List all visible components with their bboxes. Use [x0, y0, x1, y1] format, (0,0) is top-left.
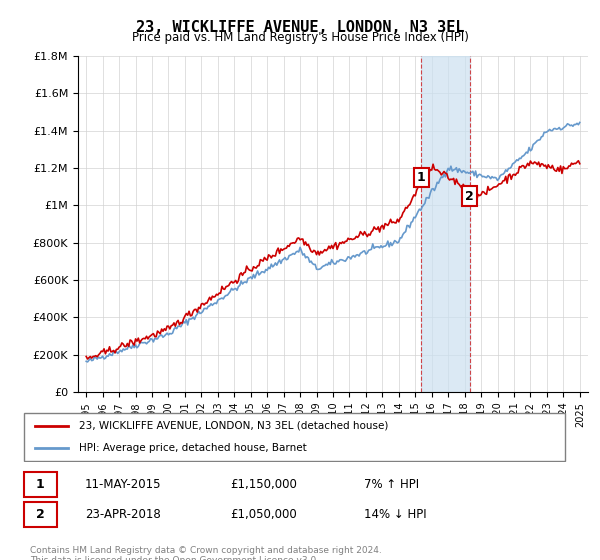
Text: £1,050,000: £1,050,000 — [230, 508, 297, 521]
Text: 2: 2 — [466, 189, 474, 203]
Text: 2: 2 — [36, 508, 44, 521]
FancyBboxPatch shape — [23, 502, 57, 527]
Text: HPI: Average price, detached house, Barnet: HPI: Average price, detached house, Barn… — [79, 443, 307, 453]
Text: 23, WICKLIFFE AVENUE, LONDON, N3 3EL: 23, WICKLIFFE AVENUE, LONDON, N3 3EL — [136, 20, 464, 35]
Text: £1,150,000: £1,150,000 — [230, 478, 297, 491]
Text: 23, WICKLIFFE AVENUE, LONDON, N3 3EL (detached house): 23, WICKLIFFE AVENUE, LONDON, N3 3EL (de… — [79, 421, 389, 431]
Text: Price paid vs. HM Land Registry's House Price Index (HPI): Price paid vs. HM Land Registry's House … — [131, 31, 469, 44]
Text: 1: 1 — [36, 478, 44, 491]
FancyBboxPatch shape — [23, 472, 57, 497]
Bar — [421, 56, 470, 392]
Text: 7% ↑ HPI: 7% ↑ HPI — [364, 478, 419, 491]
Text: 14% ↓ HPI: 14% ↓ HPI — [364, 508, 427, 521]
Text: 1: 1 — [417, 171, 425, 184]
Text: 23-APR-2018: 23-APR-2018 — [85, 508, 161, 521]
Text: Contains HM Land Registry data © Crown copyright and database right 2024.
This d: Contains HM Land Registry data © Crown c… — [30, 546, 382, 560]
FancyBboxPatch shape — [23, 413, 565, 461]
Text: 11-MAY-2015: 11-MAY-2015 — [85, 478, 161, 491]
